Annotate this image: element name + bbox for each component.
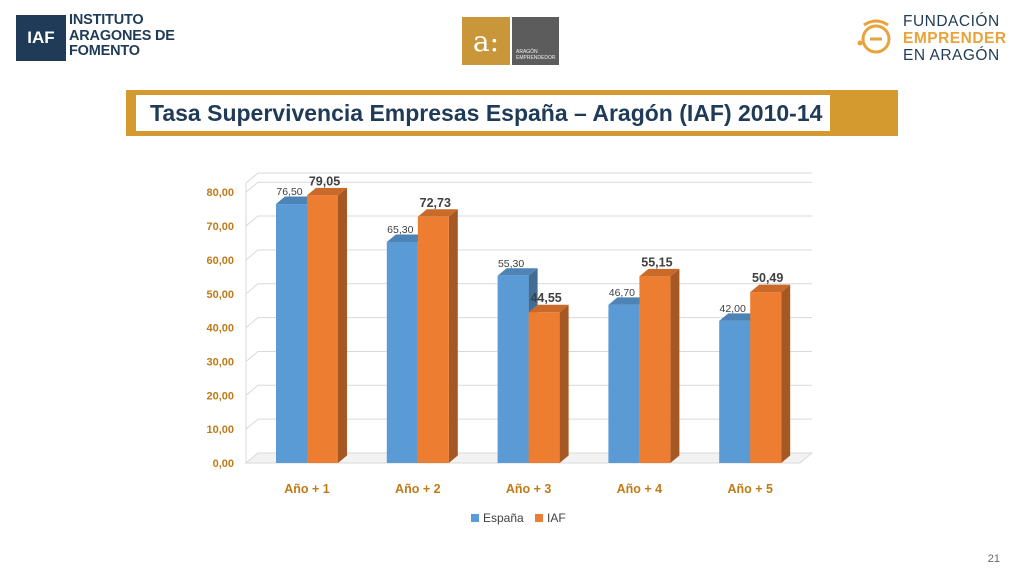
- data-label: 76,50: [276, 186, 302, 198]
- fundacion-logo-text: FUNDACIÓN EMPRENDER EN ARAGÓN: [903, 13, 1007, 64]
- bar: [750, 292, 782, 463]
- gridline-perspective: [245, 317, 259, 328]
- data-label: 72,73: [420, 196, 451, 210]
- data-label: 65,30: [387, 224, 413, 236]
- bar-top: [497, 268, 538, 276]
- fundacion-logo-line: EMPRENDER: [903, 30, 1007, 47]
- bar-top: [276, 196, 316, 205]
- bar-top: [417, 209, 458, 217]
- data-label: 55,30: [498, 258, 524, 270]
- page-title: Tasa Supervivencia Empresas España – Ara…: [150, 99, 823, 126]
- bar: [497, 275, 529, 463]
- gridline-perspective: [245, 249, 259, 261]
- legend-swatch: [535, 514, 543, 522]
- bar: [386, 241, 418, 463]
- x-tick-label: Año + 3: [506, 482, 552, 496]
- x-tick-label: Año + 2: [395, 482, 441, 496]
- bar: [719, 320, 751, 463]
- y-tick-label: 40,00: [206, 323, 234, 335]
- fundacion-logo: FUNDACIÓN EMPRENDER EN ARAGÓN: [852, 13, 1012, 65]
- title-box: Tasa Supervivencia Empresas España – Ara…: [136, 95, 830, 131]
- gridline-perspective: [245, 384, 259, 396]
- y-tick-label: 30,00: [206, 356, 234, 368]
- aragon-emprendedor-logo: a: ARAGÓN EMPRENDEDOR: [462, 17, 559, 65]
- gridline-perspective: [245, 283, 259, 295]
- gridline-perspective: [245, 172, 259, 184]
- fundacion-logo-line: EN ARAGÓN: [903, 47, 1000, 64]
- legend-label: IAF: [547, 511, 566, 525]
- aragon-logo-line: EMPRENDEDOR: [516, 55, 556, 61]
- gridline-perspective: [245, 215, 259, 227]
- gridline-perspective: [245, 181, 259, 193]
- aragon-logo-panel: ARAGÓN EMPRENDEDOR: [512, 17, 559, 65]
- bar-top: [608, 297, 649, 305]
- title-bar: Tasa Supervivencia Empresas España – Ara…: [126, 90, 898, 136]
- bar-top: [719, 313, 760, 321]
- bar-top: [386, 234, 427, 242]
- bar-side: [781, 284, 791, 463]
- iaf-logo: IAF INSTITUTO ARAGONES DE FOMENTO: [16, 12, 188, 63]
- y-tick-label: 0,00: [213, 458, 234, 470]
- bar-side: [338, 187, 347, 463]
- y-tick-label: 50,00: [206, 289, 234, 301]
- aragon-logo-mark: a:: [462, 17, 510, 65]
- gridline-perspective: [245, 418, 259, 430]
- bar: [276, 204, 307, 464]
- x-tick-label: Año + 4: [617, 482, 663, 496]
- bar-side: [559, 304, 569, 463]
- fundacion-logo-line: FUNDACIÓN: [903, 13, 1000, 30]
- x-tick-label: Año + 1: [284, 482, 330, 496]
- bar: [307, 195, 338, 463]
- data-label: 44,55: [530, 291, 561, 305]
- iaf-logo-mark: IAF: [16, 15, 66, 61]
- legend-swatch: [471, 514, 479, 522]
- data-label: 46,70: [609, 287, 635, 299]
- aragon-logo-line: ARAGÓN: [516, 49, 538, 55]
- fundacion-mark-icon: [857, 19, 891, 54]
- bar-top: [307, 187, 347, 196]
- gridline-perspective: [245, 351, 259, 362]
- bar-top: [639, 268, 680, 277]
- bar-side: [670, 268, 680, 463]
- data-label: 55,15: [641, 255, 672, 269]
- data-label: 42,00: [720, 303, 746, 315]
- iaf-logo-line: INSTITUTO: [69, 12, 144, 28]
- iaf-logo-line: FOMENTO: [69, 43, 140, 59]
- aragon-logo-text: ARAGÓN EMPRENDEDOR: [516, 49, 555, 61]
- y-tick-label: 20,00: [206, 390, 234, 402]
- iaf-logo-text: INSTITUTO ARAGONES DE FOMENTO: [69, 12, 175, 60]
- data-label: 50,49: [752, 271, 783, 285]
- bar: [417, 216, 449, 463]
- y-tick-label: 60,00: [206, 255, 234, 267]
- bar: [608, 304, 640, 463]
- page-number: 21: [987, 553, 1000, 565]
- bar-side: [448, 209, 458, 463]
- y-tick-label: 70,00: [206, 221, 234, 233]
- bar-top: [750, 284, 791, 293]
- iaf-logo-line: ARAGONES DE: [69, 27, 175, 44]
- data-label: 79,05: [309, 174, 340, 188]
- bar: [528, 312, 560, 463]
- bar-top: [528, 304, 569, 313]
- y-tick-label: 80,00: [206, 187, 234, 199]
- x-tick-label: Año + 5: [727, 482, 773, 496]
- legend-label: España: [483, 511, 524, 525]
- bar: [639, 276, 671, 463]
- y-tick-label: 10,00: [206, 424, 234, 436]
